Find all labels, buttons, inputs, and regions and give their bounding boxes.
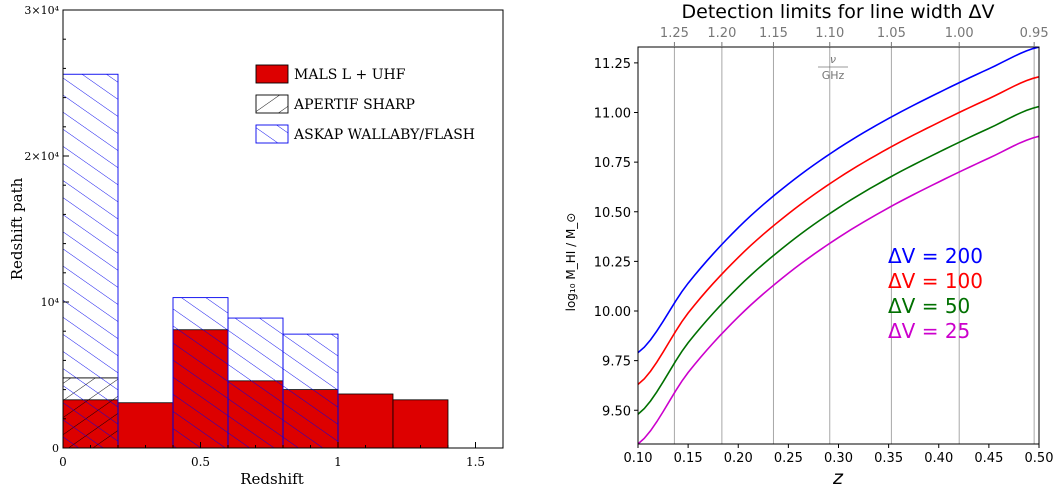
x-tick-label-3: 1: [334, 455, 342, 469]
histogram-bar-3-1: [62, 73, 119, 449]
top-tick-label-3: 1.15: [759, 26, 788, 41]
y-tick-label-1: 0: [52, 442, 59, 455]
x-axis-label: Redshift: [240, 470, 304, 488]
y-tick-label-4: 3×10⁴: [24, 4, 59, 17]
legend-swatch-3: [255, 124, 289, 144]
y-tick-label-5: 10.50: [594, 206, 631, 221]
series-line-1: [638, 47, 1039, 354]
x-tick-label-9: 0.50: [1025, 451, 1054, 466]
x-tick-label-1: 0.10: [624, 451, 653, 466]
y-tick-label-7: 11.00: [594, 107, 631, 122]
top-axis-label-denominator: GHz: [822, 69, 845, 82]
y-axis-label: log₁₀ M_HI / M_⊙: [564, 213, 578, 312]
y-tick-label-4: 10.25: [594, 255, 631, 270]
histogram-bar-1-2: [117, 402, 174, 449]
legend: MALS L + UHF APERTIF SHARP ASKAP WALLABY/F…: [255, 64, 475, 144]
legend-label-3: ASKAP WALLABY/FLASH: [293, 127, 475, 143]
detection-limits-chart: Detection limits for line width ΔV 0.10 0…: [564, 1, 1053, 489]
histogram-bar-3-2: [172, 297, 229, 449]
top-axis-label: ν GHz: [818, 53, 848, 82]
y-axis-ticks: 9.50 9.75 10.00 10.25 10.50 10.75 11.00 11.25: [594, 57, 638, 419]
x-tick-label-6: 0.35: [874, 451, 903, 466]
top-tick-label-6: 1.00: [945, 26, 974, 41]
x-tick-label-4: 0.25: [774, 451, 803, 466]
x-tick-label-7: 0.40: [924, 451, 953, 466]
top-tick-label-4: 1.10: [815, 26, 844, 41]
x-tick-label-4: 1.5: [466, 455, 485, 469]
legend-label-4: ΔV = 25: [888, 319, 970, 343]
y-tick-label-3: 2×10⁴: [24, 150, 59, 163]
histogram-bar-3-4: [282, 333, 339, 449]
legend-label-1: ΔV = 200: [888, 244, 983, 268]
y-axis-ticks: 0 10⁴ 2×10⁴ 3×10⁴: [24, 4, 69, 455]
x-tick-label-3: 0.20: [724, 451, 753, 466]
line-series: [638, 47, 1039, 444]
series-line-3: [638, 105, 1039, 415]
y-axis-label-text: log₁₀ M_HI / M_⊙: [564, 213, 578, 312]
histogram-bars: [62, 73, 449, 449]
histogram-bar-3-3: [227, 317, 284, 449]
x-tick-label-2: 0.15: [674, 451, 703, 466]
top-tick-label-5: 1.05: [877, 26, 906, 41]
histogram-chart: 0 0.5 1 1.5 0 10⁴ 2×10⁴ 3×10⁴ Redshift Redshif…: [8, 4, 504, 488]
y-tick-label-6: 10.75: [594, 156, 631, 171]
histogram-bar-1-6: [337, 393, 394, 449]
top-axis-label-numerator: ν: [830, 53, 836, 66]
legend-label-2: ΔV = 100: [888, 269, 983, 293]
top-axis-ticks: 1.25 1.20 1.15 1.10 1.05 1.00 0.95: [660, 26, 1049, 47]
top-tick-label-7: 0.95: [1020, 26, 1049, 41]
x-axis-label: z: [832, 467, 844, 489]
x-tick-label-2: 0.5: [191, 455, 210, 469]
y-tick-label-1: 9.50: [602, 404, 631, 419]
legend-label-2: APERTIF SHARP: [293, 97, 415, 113]
top-tick-label-1: 1.25: [660, 26, 689, 41]
y-tick-label-2: 10⁴: [41, 296, 60, 309]
y-axis-label: Redshift path: [8, 177, 26, 280]
y-tick-label-3: 10.00: [594, 305, 631, 320]
plot-frame: [62, 9, 504, 449]
x-tick-label-5: 0.30: [824, 451, 853, 466]
x-tick-label-8: 0.45: [974, 451, 1003, 466]
x-tick-label-1: 0: [59, 455, 67, 469]
legend-label-3: ΔV = 50: [888, 294, 970, 318]
histogram-bar-1-7: [392, 399, 449, 449]
legend-label-1: MALS L + UHF: [294, 67, 406, 83]
x-axis-ticks: 0.10 0.15 0.20 0.25 0.30 0.35 0.40 0.45 0.50: [624, 444, 1054, 466]
series-line-4: [638, 135, 1039, 444]
legend-swatch-1: [255, 64, 289, 84]
y-tick-label-2: 9.75: [602, 355, 631, 370]
series-line-2: [638, 76, 1039, 386]
chart-title: Detection limits for line width ΔV: [682, 1, 995, 23]
top-tick-label-2: 1.20: [707, 26, 736, 41]
y-tick-label-8: 11.25: [594, 57, 631, 72]
legend-swatch-2: [255, 94, 289, 114]
